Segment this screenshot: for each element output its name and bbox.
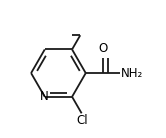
Text: O: O [99,42,108,55]
Text: Cl: Cl [77,114,88,127]
Text: N: N [40,90,49,103]
Text: NH₂: NH₂ [121,67,143,80]
